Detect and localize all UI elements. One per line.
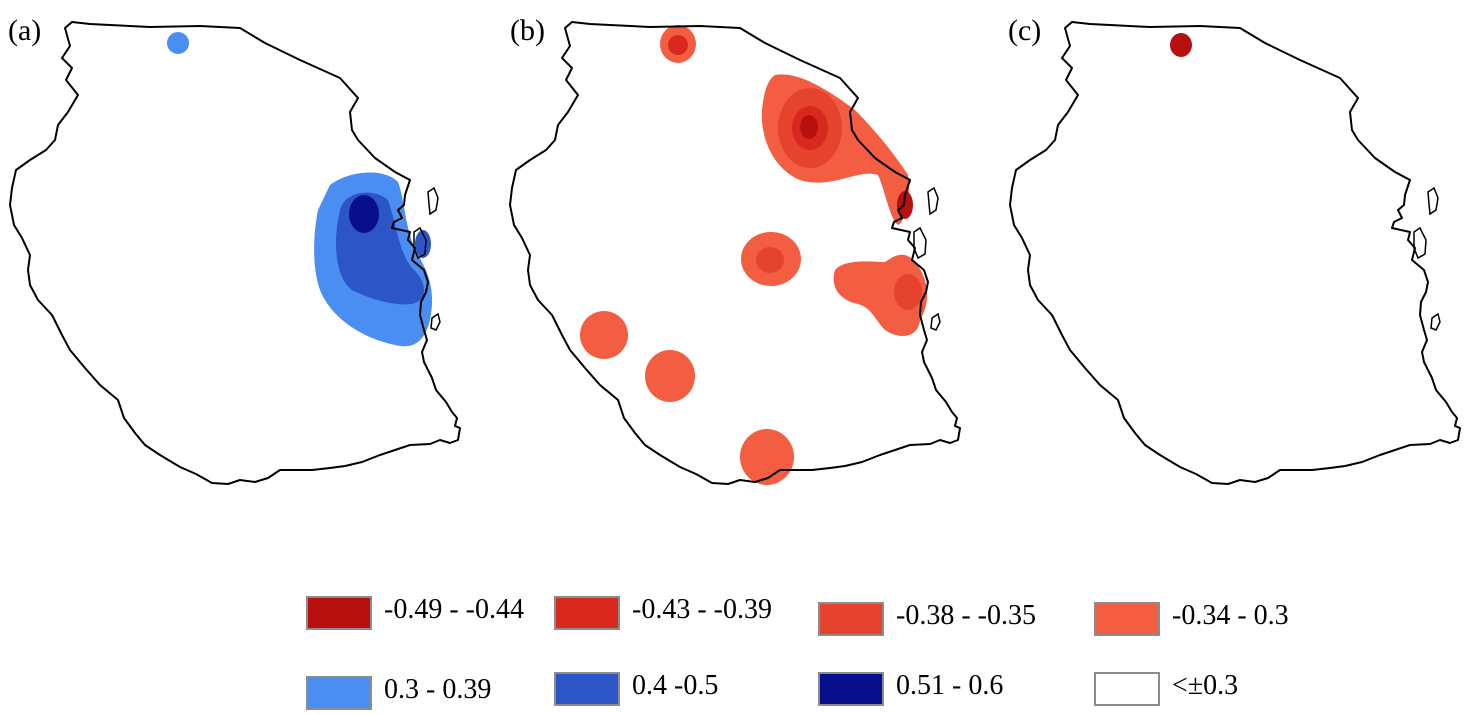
island-outline-1 <box>427 186 439 216</box>
legend-label-1: -0.49 - -0.44 <box>384 594 524 625</box>
map-panel-c: (c) <box>1000 0 1479 500</box>
panel-label-c: (c) <box>1008 14 1042 47</box>
country-border <box>509 21 961 485</box>
zone-south-negative <box>740 429 794 485</box>
map-c-svg <box>1009 21 1461 485</box>
island-outline-2 <box>913 226 927 260</box>
legend-label-7: 0.51 - 0.6 <box>896 670 1004 701</box>
tanzania-outline-a <box>9 21 461 485</box>
map-panel-b: (b) <box>500 0 990 500</box>
tanzania-outline-b <box>509 21 961 485</box>
map-panel-a: (a) <box>0 0 490 500</box>
zone-ne-negative-core <box>800 115 818 139</box>
legend-swatch-7 <box>818 672 884 706</box>
zone-north-negative-core <box>668 35 688 55</box>
correlation-zones-b <box>580 25 928 485</box>
legend-swatch-1 <box>306 596 372 630</box>
country-border <box>9 21 461 485</box>
correlation-zones-c <box>1170 33 1192 57</box>
legend-swatch-2 <box>554 596 620 630</box>
panel-label-a: (a) <box>8 14 42 47</box>
legend-label-3: -0.38 - -0.35 <box>896 600 1036 631</box>
island-outline-1 <box>1427 186 1439 216</box>
zone-central-negative-core <box>756 247 784 273</box>
legend-swatch-8 <box>1094 672 1160 706</box>
zone-se-negative-core <box>894 274 922 310</box>
legend-label-8: <±0.3 <box>1172 670 1239 701</box>
island-zone-a <box>415 230 431 258</box>
island-outline-2 <box>413 226 427 260</box>
island-outline-3 <box>1430 312 1441 331</box>
tanzania-outline-c <box>1009 21 1461 485</box>
island-outline-2 <box>1413 226 1427 260</box>
legend-label-2: -0.43 - -0.39 <box>632 594 772 625</box>
map-legend: -0.49 - -0.44 -0.43 - -0.39 -0.38 - -0.3… <box>0 560 1479 713</box>
zone-north-positive <box>167 32 189 54</box>
panel-label-b: (b) <box>510 14 545 47</box>
zone-west-negative <box>580 311 628 359</box>
zone-sw-negative <box>645 350 695 402</box>
island-outline-1 <box>927 186 939 216</box>
legend-label-4: -0.34 - 0.3 <box>1172 600 1289 631</box>
legend-label-6: 0.4 -0.5 <box>632 670 719 701</box>
island-outline-3 <box>430 312 441 331</box>
map-b-svg <box>509 21 961 485</box>
legend-swatch-5 <box>306 676 372 710</box>
map-a-svg <box>9 21 461 485</box>
legend-label-5: 0.3 - 0.39 <box>384 674 492 705</box>
legend-swatch-4 <box>1094 602 1160 636</box>
zone-north-negative-c <box>1170 33 1192 57</box>
correlation-zones-a <box>167 32 433 347</box>
zone-east-positive-high <box>349 195 379 233</box>
legend-swatch-3 <box>818 602 884 636</box>
legend-swatch-6 <box>554 672 620 706</box>
island-outline-3 <box>930 312 941 331</box>
country-border <box>1009 21 1461 485</box>
